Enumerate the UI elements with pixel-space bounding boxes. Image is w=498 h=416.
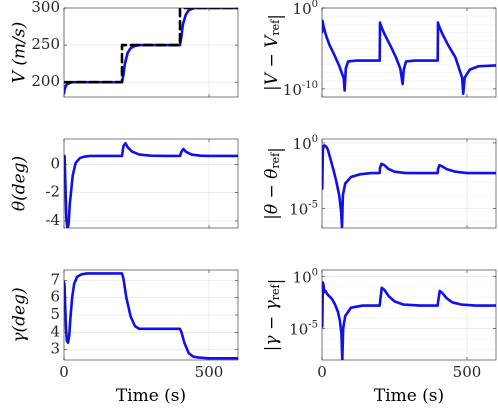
response-line <box>322 144 496 228</box>
y-tick-label: 10-5 <box>289 319 318 339</box>
axes-frame <box>321 7 497 98</box>
subplot-theta: -4 -2 0 θ(deg) <box>10 138 239 229</box>
response-line <box>64 8 238 95</box>
y-tick-label: 0 <box>50 154 60 172</box>
y-axis-label: |γ − γref| <box>262 279 286 352</box>
y-tick-label: 100 <box>293 267 318 287</box>
x-tick-label: 500 <box>453 363 482 381</box>
y-tick-label: -4 <box>45 211 60 229</box>
y-tick-label: 7 <box>50 270 60 288</box>
y-tick-label: 3 <box>50 340 60 358</box>
subplot-gamma_err: 10-5 100 0 500 |γ − γref| Time (s) <box>262 267 497 406</box>
y-axis-label: V (m/s) <box>10 22 30 84</box>
response-line <box>64 272 238 360</box>
y-tick-label: 100 <box>293 0 318 18</box>
y-axis-label: θ(deg) <box>10 156 30 211</box>
reference-line <box>64 8 238 84</box>
y-axis-label: |V − Vref| <box>262 14 286 91</box>
y-tick-label: -2 <box>45 183 60 201</box>
y-tick-label: 5 <box>50 305 60 323</box>
axes-frame <box>321 269 497 361</box>
x-tick-label: 500 <box>195 363 224 381</box>
x-axis-label: Time (s) <box>374 386 444 406</box>
subplot-theta_err: 10-5 100 |θ − θref| <box>262 133 497 229</box>
y-tick-label: 100 <box>293 133 318 153</box>
y-tick-label: 10-5 <box>289 199 318 219</box>
response-line <box>322 281 496 360</box>
axes-frame <box>63 138 239 229</box>
x-axis-label: Time (s) <box>116 386 186 406</box>
y-tick-label: 4 <box>50 322 60 340</box>
y-tick-label: 6 <box>50 288 60 306</box>
y-tick-label: 10-10 <box>283 79 318 99</box>
x-tick-label: 0 <box>317 363 327 381</box>
y-tick-label: 300 <box>31 0 60 16</box>
y-axis-label: γ(deg) <box>10 287 30 342</box>
axes-frame <box>63 7 239 98</box>
y-tick-label: 250 <box>31 35 60 53</box>
y-axis-label: |θ − θref| <box>262 147 286 220</box>
y-tick-label: 200 <box>31 72 60 90</box>
x-tick-label: 0 <box>59 363 69 381</box>
axes-frame <box>321 138 497 229</box>
subplot-V_err: 10-10 100 |V − Vref| <box>262 0 497 99</box>
response-line <box>322 19 496 96</box>
response-line <box>64 141 238 228</box>
